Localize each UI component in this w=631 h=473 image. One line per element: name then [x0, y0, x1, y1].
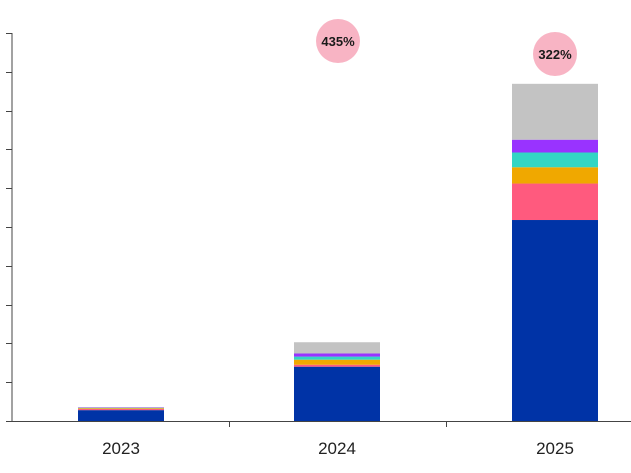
- bar-segment-2025-series-1: [512, 220, 598, 421]
- x-tick-label-2025: 2025: [536, 439, 574, 458]
- growth-label-2025: 322%: [538, 47, 572, 62]
- bar-segment-2024-series-6: [294, 342, 380, 354]
- bar-segment-2024-series-5: [294, 353, 380, 357]
- bar-segment-2024-series-2: [294, 364, 380, 367]
- bar-segment-2024-series-1: [294, 366, 380, 421]
- bar-segment-2024-series-3: [294, 359, 380, 365]
- x-tick-label-2023: 2023: [102, 439, 140, 458]
- growth-label-2024: 435%: [321, 34, 355, 49]
- bar-segment-2025-series-5: [512, 139, 598, 153]
- bar-segment-2023-series-3: [78, 408, 164, 409]
- bar-segment-2025-series-6: [512, 83, 598, 140]
- bar-segment-2024-series-4: [294, 356, 380, 360]
- bar-segment-2025-series-2: [512, 183, 598, 221]
- bar-segment-2025-series-4: [512, 152, 598, 168]
- bar-segment-2025-series-3: [512, 167, 598, 184]
- growth-badge-2025: [533, 32, 577, 76]
- growth-badge-2024: [316, 19, 360, 63]
- bar-segment-2023-series-1: [78, 410, 164, 421]
- bar-segment-2023-series-2: [78, 408, 164, 411]
- x-tick-label-2024: 2024: [318, 439, 356, 458]
